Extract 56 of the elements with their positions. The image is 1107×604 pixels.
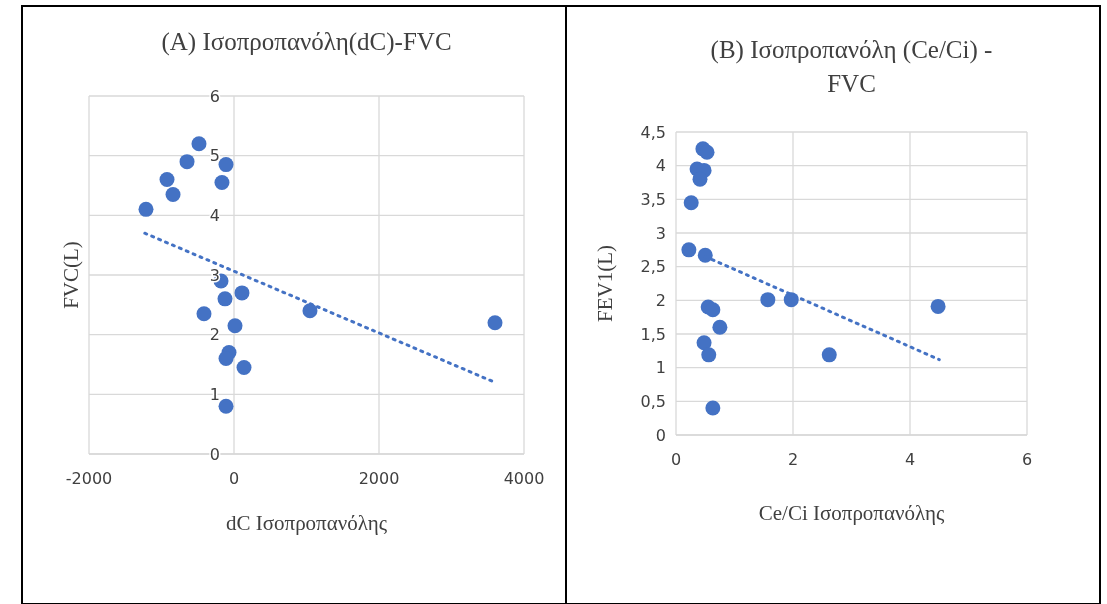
y-tick-label: 1 <box>209 384 220 404</box>
y-tick-label: 5 <box>209 146 220 166</box>
y-tick-label: 4 <box>655 156 666 176</box>
point <box>696 335 712 351</box>
y-tick-label: 2,5 <box>640 257 666 277</box>
point <box>821 347 837 363</box>
chart-title: (A) Ισοπροπανόλη(dC)-FVC <box>161 28 452 56</box>
point <box>681 242 697 258</box>
x-tick-label: 6 <box>1021 450 1033 469</box>
point <box>302 303 318 319</box>
x-axis-title: dC Ισοπροπανόλης <box>225 511 388 535</box>
y-tick-label: 2 <box>655 290 666 310</box>
point <box>683 195 699 211</box>
y-axis-title: FEV1(L) <box>593 245 617 322</box>
point <box>165 186 181 202</box>
chart-title: (B) Ισοπροπανόλη (Ce/Ci) - FVC <box>710 36 993 97</box>
y-tick-label: 3 <box>655 223 666 243</box>
point <box>236 359 252 375</box>
point <box>705 400 721 416</box>
point <box>930 298 946 314</box>
point <box>138 201 154 217</box>
y-axis-title: FVC(L) <box>59 241 83 309</box>
x-tick-label: 4000 <box>503 469 545 488</box>
x-tick-label: 0 <box>670 450 682 469</box>
point <box>218 157 234 173</box>
y-tick-label: 4,5 <box>640 122 666 142</box>
y-tick-label: 0,5 <box>640 391 666 411</box>
x-tick-label: 2 <box>787 450 799 469</box>
y-tick-label: 2 <box>209 325 220 345</box>
point <box>705 302 721 318</box>
y-tick-label: 1,5 <box>640 324 666 344</box>
y-tick-label: 1 <box>655 358 666 378</box>
point <box>760 292 776 308</box>
y-tick-label: 4 <box>209 205 220 225</box>
x-tick-label: 4 <box>904 450 916 469</box>
point <box>191 136 207 152</box>
point <box>699 144 715 160</box>
point <box>712 319 728 335</box>
x-tick-label: 2000 <box>358 469 400 488</box>
point <box>196 306 212 322</box>
point <box>159 172 175 188</box>
point <box>179 154 195 170</box>
point <box>227 318 243 334</box>
y-tick-label: 0 <box>655 425 666 445</box>
point <box>218 398 234 414</box>
x-tick-label: -2000 <box>65 469 113 488</box>
point <box>234 285 250 301</box>
point <box>218 351 234 367</box>
y-tick-label: 6 <box>209 86 220 106</box>
x-axis-title: Ce/Ci Ισοπροπανόλης <box>758 501 945 525</box>
y-tick-label: 3,5 <box>640 189 666 209</box>
point <box>217 291 233 307</box>
point <box>701 347 717 363</box>
x-tick-label: 0 <box>228 469 240 488</box>
point <box>487 315 503 331</box>
point <box>214 175 230 191</box>
